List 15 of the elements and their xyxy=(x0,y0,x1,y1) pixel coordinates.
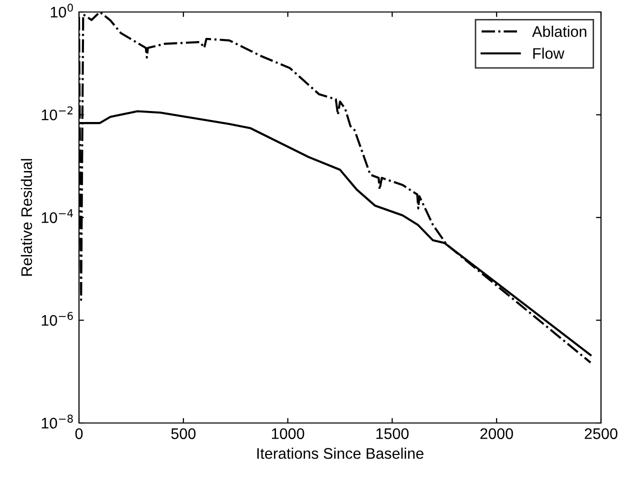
x-tick-label: 500 xyxy=(171,428,196,440)
y-tick-label: 10$^{−2}$ xyxy=(42,106,73,120)
y-tick-label: 10$^{0}$ xyxy=(50,4,73,18)
y-tick-label: 10$^{−4}$ xyxy=(42,209,73,224)
x-tick-label: 1500 xyxy=(376,428,409,440)
x-tick-label: 2000 xyxy=(480,428,513,440)
y-tick-label: 10$^{−8}$ xyxy=(42,414,73,429)
x-tick-label: 2500 xyxy=(584,428,618,440)
x-tick-label: 1000 xyxy=(272,428,304,440)
legend-label: Flow xyxy=(533,48,564,59)
y-axis-title: Relative Residual xyxy=(20,159,32,276)
y-tick-label: 10$^{−6}$ xyxy=(42,312,73,326)
x-tick-label: 0 xyxy=(75,428,83,440)
legend-label: Ablation xyxy=(532,26,586,37)
x-axis-title: Iterations Since Baseline xyxy=(257,448,424,459)
